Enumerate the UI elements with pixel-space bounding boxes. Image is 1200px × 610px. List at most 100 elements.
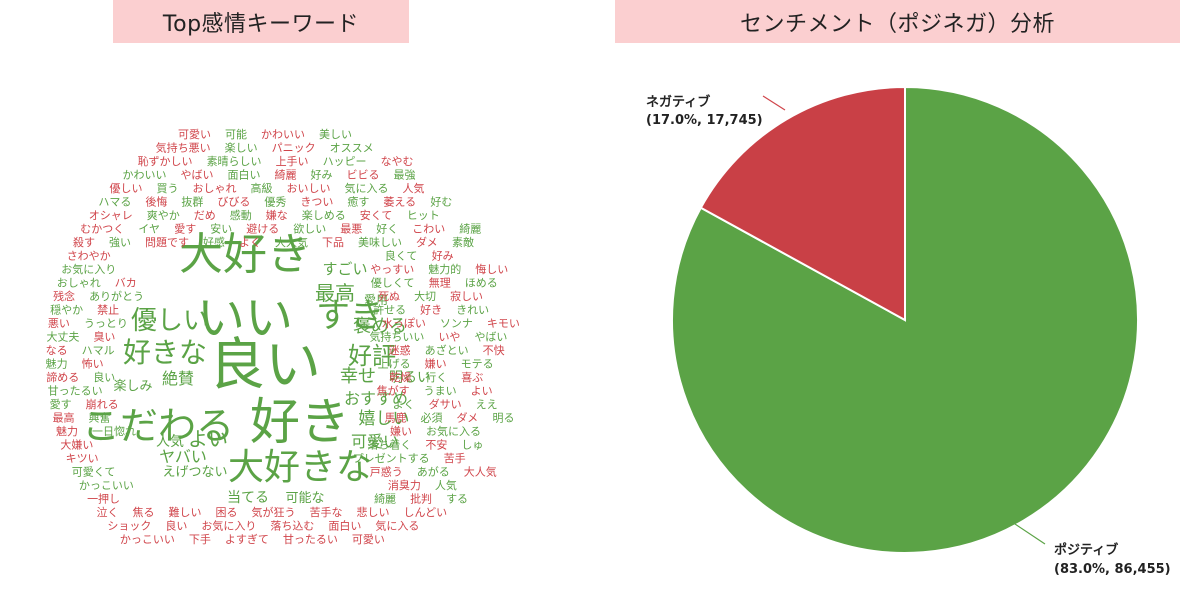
word-positive: 美しい	[319, 128, 352, 141]
word-negative: 馬鹿	[384, 411, 406, 425]
negative-slice-value: (17.0%, 17,745)	[646, 113, 763, 128]
word-negative: おしゃれ	[193, 182, 237, 195]
pie-slice-negative	[699, 85, 906, 322]
word-negative: 愛す	[174, 223, 196, 236]
word-positive: ハマル	[82, 344, 115, 357]
word-negative: 戸惑う	[370, 465, 403, 479]
word-negative: 悪い	[48, 317, 70, 330]
word-positive: しゅ	[461, 439, 483, 452]
word-negative: お気に入り	[201, 519, 256, 533]
word-positive: 好み	[310, 168, 332, 182]
word-positive: プレゼントする	[353, 452, 430, 465]
word-positive: 欲しい	[293, 222, 326, 236]
word-negative: やっすい	[370, 263, 414, 276]
word-negative: 焦る	[133, 506, 155, 519]
word-positive: えげつない	[162, 465, 227, 480]
word-positive: 良い	[93, 370, 115, 384]
word-negative: かわいい	[261, 128, 305, 141]
word-negative: かっこいい	[120, 533, 175, 546]
word-positive: あざとい	[425, 343, 469, 357]
word-negative: 気持ち悪い	[156, 141, 211, 155]
word-positive: 素敵	[452, 236, 474, 249]
word-positive: 優しくて	[371, 277, 415, 290]
word-negative: キモい	[487, 317, 520, 330]
word-negative: 難しい	[169, 506, 202, 519]
word-positive: お気に入り	[61, 262, 116, 276]
word-negative: 落ち込む	[270, 520, 314, 533]
word-negative: ダメ	[416, 235, 438, 249]
word-negative: 嫌な	[266, 208, 288, 222]
word-negative: 苦手	[444, 451, 466, 465]
word-negative: きつい	[300, 196, 333, 209]
word-negative: 問題です	[145, 236, 189, 249]
word-positive: ええ	[476, 398, 498, 411]
word-negative: 禁止	[97, 304, 119, 317]
word-positive: 行く	[425, 371, 447, 384]
word-positive: 興奮	[88, 411, 110, 425]
word-negative: なる	[46, 344, 68, 357]
word-positive: 好む	[430, 195, 452, 209]
word-positive: 最高	[315, 281, 355, 305]
word-positive: ハマる	[98, 196, 131, 209]
word-negative: 恥ずかしい	[138, 155, 193, 168]
word-negative: 消臭力	[388, 478, 421, 492]
word-positive: 綺麗	[374, 493, 396, 506]
word-positive: 可愛くて	[72, 466, 116, 479]
word-positive: 優秀	[264, 196, 286, 209]
word-positive: 美味しい	[358, 236, 402, 249]
word-positive: お気に入る	[426, 424, 481, 438]
word-negative: 水っぽい	[382, 317, 426, 330]
word-positive: 人気	[435, 478, 457, 492]
word-negative: 批判	[410, 492, 432, 506]
word-positive: よく	[393, 398, 415, 411]
word-negative: 悲しい	[357, 505, 390, 519]
word-positive: オススメ	[330, 142, 374, 155]
word-positive: 穏やか	[50, 304, 83, 317]
wordcloud-title: Top感情キーワード	[113, 0, 409, 43]
negative-slice-label: ネガティブ	[646, 94, 710, 110]
word-negative: 寂しい	[450, 289, 483, 303]
word-positive: 魅力	[46, 357, 68, 371]
word-positive: 大切	[414, 289, 436, 303]
word-negative: 好み	[432, 249, 454, 263]
word-positive: 大好き	[179, 229, 311, 280]
word-positive: 褒める	[353, 316, 407, 337]
word-negative: 後悔	[145, 195, 167, 209]
word-positive: 楽しめる	[302, 209, 346, 222]
word-positive: 可能な	[285, 491, 324, 506]
word-negative: 乾燥	[389, 371, 411, 384]
word-positive: 許せる	[373, 304, 406, 317]
positive-slice-value: (83.0%, 86,455)	[1054, 562, 1171, 577]
word-negative: 不安	[425, 438, 447, 452]
word-positive: かっこいい	[79, 479, 134, 492]
negative-leader-line	[762, 95, 786, 111]
word-negative: びびる	[217, 196, 250, 209]
word-positive: やばい	[474, 331, 507, 344]
word-negative: 崩れる	[86, 397, 119, 411]
word-positive: 強い	[109, 236, 131, 249]
word-positive: 抜群	[181, 195, 203, 209]
positive-leader-line	[1011, 521, 1046, 545]
word-positive: 綺麗	[459, 223, 481, 236]
word-positive: 愛用	[364, 293, 388, 307]
word-positive: すき	[316, 296, 384, 336]
word-positive: 大好きな	[228, 447, 372, 488]
word-negative: 苦手な	[310, 505, 343, 519]
word-negative: 避ける	[246, 222, 279, 236]
word-negative: ダサい	[429, 397, 462, 411]
word-negative: さわやか	[67, 250, 111, 263]
word-negative: しんどい	[404, 506, 448, 519]
word-cloud: 良い好き大好きいいこだわる大好きなすき好きな優しい好評最高褒める幸せおすすめ嬉し…	[46, 127, 520, 546]
word-negative: 萎える	[383, 196, 416, 209]
positive-slice-label: ポジティブ	[1054, 542, 1118, 558]
word-positive: 気に入る	[345, 181, 389, 195]
word-negative: 不快	[483, 344, 505, 357]
sentiment-pie-chart: ネガティブ (17.0%, 17,745) ポジティブ (83.0%, 86,4…	[646, 85, 1171, 577]
word-positive: 魅力的	[428, 262, 461, 276]
word-negative: 無理	[429, 276, 451, 290]
word-positive: 大人気	[275, 235, 308, 249]
word-positive: 幸せ	[340, 366, 376, 387]
word-negative: 綺麗	[274, 169, 296, 182]
sentiment-title: センチメント（ポジネガ）分析	[615, 0, 1180, 43]
word-negative: 魅力	[56, 424, 78, 438]
